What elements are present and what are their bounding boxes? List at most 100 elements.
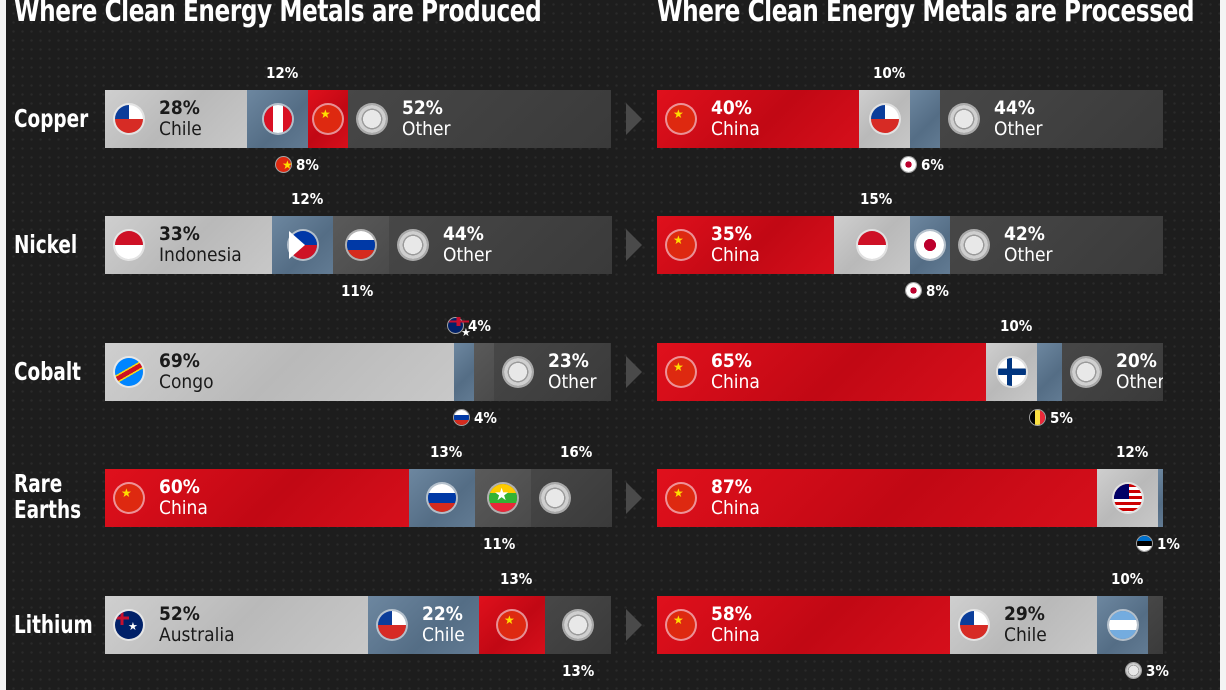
china-flag xyxy=(667,611,695,639)
segment-pct: 44% xyxy=(443,223,484,245)
globe-icon xyxy=(950,105,978,133)
segment-country: China xyxy=(711,497,760,519)
segment-label: 28% Chile xyxy=(159,99,202,141)
segment-country: Other xyxy=(548,371,597,393)
segment-label: 52% Australia xyxy=(159,605,235,647)
segment-pct: 15% xyxy=(860,190,893,208)
segment-country: Chile xyxy=(1004,624,1047,646)
segment-pct: 69% xyxy=(159,350,200,372)
segment-label: 87% China xyxy=(711,478,760,520)
metal-label-rare: Rare Earths xyxy=(14,471,81,523)
segment-pct: 3% xyxy=(1146,662,1169,680)
metal-name: Copper xyxy=(14,104,89,133)
segment-label: 69% Congo xyxy=(159,350,214,394)
congo-flag xyxy=(115,358,143,386)
arrow-icon xyxy=(626,229,642,261)
segment-annotation: 11% xyxy=(483,535,515,553)
arrow-icon xyxy=(626,356,642,388)
segment-country: Chile xyxy=(422,624,465,646)
australia-flag xyxy=(448,318,463,333)
arrow-icon xyxy=(626,103,642,135)
segment-other xyxy=(1148,596,1163,654)
segment-pct: 22% xyxy=(422,603,463,625)
segment-malaysia xyxy=(1097,469,1158,527)
segment-pct: 16% xyxy=(560,443,593,461)
russia-flag xyxy=(454,410,469,425)
segment-annotation: 4% xyxy=(448,317,491,335)
segment-annotation: 15% xyxy=(860,190,892,208)
segment-label: 20% Other xyxy=(1116,352,1163,394)
segment-pct: 58% xyxy=(711,603,752,625)
arrow-icon xyxy=(626,609,642,641)
segment-annotation: 16% xyxy=(560,443,592,461)
china-flag xyxy=(276,157,291,172)
segment-annotation: 10% xyxy=(873,64,905,82)
segment-pct: 60% xyxy=(159,476,200,498)
metal-label-cobalt: Cobalt xyxy=(14,359,81,385)
segment-annotation: 12% xyxy=(266,64,298,82)
segment-myanmar xyxy=(475,469,531,527)
globe-icon xyxy=(358,105,386,133)
segment-annotation: 13% xyxy=(500,570,532,588)
metal-label-lithium: Lithium xyxy=(14,612,93,638)
segment-pct: 13% xyxy=(430,443,463,461)
segment-label: 58% China xyxy=(711,603,760,647)
processed-title: Where Clean Energy Metals are Processed xyxy=(657,0,1195,29)
segment-china: 60%China xyxy=(105,469,409,527)
metal-name: Lithium xyxy=(14,610,93,639)
segment-annotation: 10% xyxy=(1111,570,1143,588)
segment-chile xyxy=(859,90,910,148)
globe-icon xyxy=(541,484,569,512)
segment-pct: 29% xyxy=(1004,603,1045,625)
processed-bar-rare-earths: 87%China xyxy=(657,469,1163,527)
segment-china: 40%China xyxy=(657,90,859,148)
segment-other: 23% Other xyxy=(494,343,610,401)
segment-japan xyxy=(910,90,940,148)
segment-annotation: 11% xyxy=(341,282,373,300)
segment-peru xyxy=(247,90,308,148)
segment-label: 42% Other xyxy=(1004,223,1053,267)
segment-argentina xyxy=(1097,596,1148,654)
indonesia-flag xyxy=(115,231,143,259)
china-flag xyxy=(667,105,695,133)
segment-pct: 11% xyxy=(483,535,516,553)
segment-other: 52% Other xyxy=(348,90,611,148)
segment-china: 65%China xyxy=(657,343,986,401)
segment-pct: 5% xyxy=(1050,409,1073,427)
segment-label: 22% Chile xyxy=(422,603,465,647)
frame-border-left xyxy=(0,0,6,690)
segment-australia: 52%Australia xyxy=(105,596,368,654)
segment-annotation: 8% xyxy=(906,282,949,300)
processed-bar-cobalt: 65%China 20%Other xyxy=(657,343,1163,401)
segment-chile: 29% Chile xyxy=(950,596,1097,654)
metal-name: Nickel xyxy=(14,230,78,259)
segment-country: Australia xyxy=(159,624,235,646)
australia-flag xyxy=(115,611,143,639)
segment-annotation: 3% xyxy=(1126,662,1169,680)
segment-annotation: 8% xyxy=(276,156,319,174)
japan-flag xyxy=(901,157,916,172)
segment-finland xyxy=(986,343,1037,401)
segment-pct: 13% xyxy=(500,570,533,588)
segment-pct: 4% xyxy=(474,409,497,427)
segment-label: 23% Other xyxy=(548,352,597,394)
frame-border-right xyxy=(1220,0,1226,690)
segment-annotation: 6% xyxy=(901,156,944,174)
produced-bar-rare-earths: 60%China xyxy=(105,469,612,527)
estonia-flag xyxy=(1137,536,1152,551)
segment-pct: 12% xyxy=(291,190,324,208)
globe-icon xyxy=(504,358,532,386)
segment-pct: 42% xyxy=(1004,223,1045,245)
segment-country: Chile xyxy=(159,118,202,140)
segment-annotation: 12% xyxy=(1116,443,1148,461)
segment-china xyxy=(479,596,545,654)
metal-name-line-2: Earths xyxy=(14,495,82,524)
segment-country: China xyxy=(159,497,208,519)
processed-bar-nickel: 35%China 42%Other xyxy=(657,216,1163,274)
segment-pct: 11% xyxy=(341,282,374,300)
segment-annotation: 13% xyxy=(562,662,594,680)
myanmar-flag xyxy=(489,484,517,512)
segment-congo: 69% Congo xyxy=(105,343,454,401)
segment-annotation: 5% xyxy=(1030,409,1073,427)
segment-label: 40% China xyxy=(711,99,760,141)
